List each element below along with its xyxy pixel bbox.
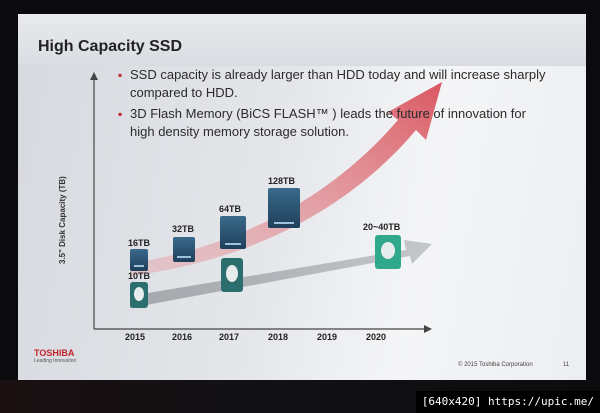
y-axis-label: 3.5" Disk Capacity (TB) (58, 176, 67, 264)
hdd-capacity-2020: 20~40TB (363, 222, 401, 232)
presentation-slide: High Capacity SSD SSD capacity is alread… (18, 14, 586, 380)
x-tick-2018: 2018 (268, 332, 289, 342)
hdd-capacity-2015: 10TB (128, 271, 151, 281)
hdd-drive-icon (221, 258, 243, 292)
x-tick-2019: 2019 (317, 332, 338, 342)
slide-title-bar (18, 14, 586, 66)
copyright-notice: © 2015 Toshiba Corporation (458, 362, 533, 368)
page-number: 11 (563, 362, 570, 368)
ssd-drive-icon (268, 188, 300, 228)
bullet-list: SSD capacity is already larger than HDD … (118, 66, 548, 144)
image-watermark: [640x420] https://upic.me/ (415, 391, 600, 413)
ssd-capacity-2015: 16TB (128, 238, 151, 248)
ssd-drive-icon (130, 249, 148, 271)
x-axis-arrowhead (424, 325, 432, 333)
ssd-capacity-2016: 32TB (172, 224, 195, 234)
x-tick-2016: 2016 (172, 332, 193, 342)
x-tick-2015: 2015 (125, 332, 146, 342)
hdd-drive-icon (375, 235, 401, 269)
brand-tagline: Leading Innovation (34, 358, 77, 364)
x-tick-2017: 2017 (219, 332, 240, 342)
bullet-item: SSD capacity is already larger than HDD … (118, 66, 548, 102)
ssd-capacity-2017: 64TB (219, 204, 242, 214)
bullet-item: 3D Flash Memory (BiCS FLASH™ ) leads the… (118, 105, 548, 141)
ssd-drive-icon (220, 216, 246, 249)
ssd-capacity-2018: 128TB (268, 176, 296, 186)
ssd-drive-icon (173, 237, 195, 262)
hdd-growth-arrow (130, 240, 432, 308)
slide-title: High Capacity SSD (38, 38, 183, 55)
x-tick-2020: 2020 (366, 332, 387, 342)
toshiba-logo: TOSHIBA (34, 348, 75, 358)
hdd-drive-icon (130, 282, 148, 308)
y-axis-arrowhead (90, 72, 98, 80)
